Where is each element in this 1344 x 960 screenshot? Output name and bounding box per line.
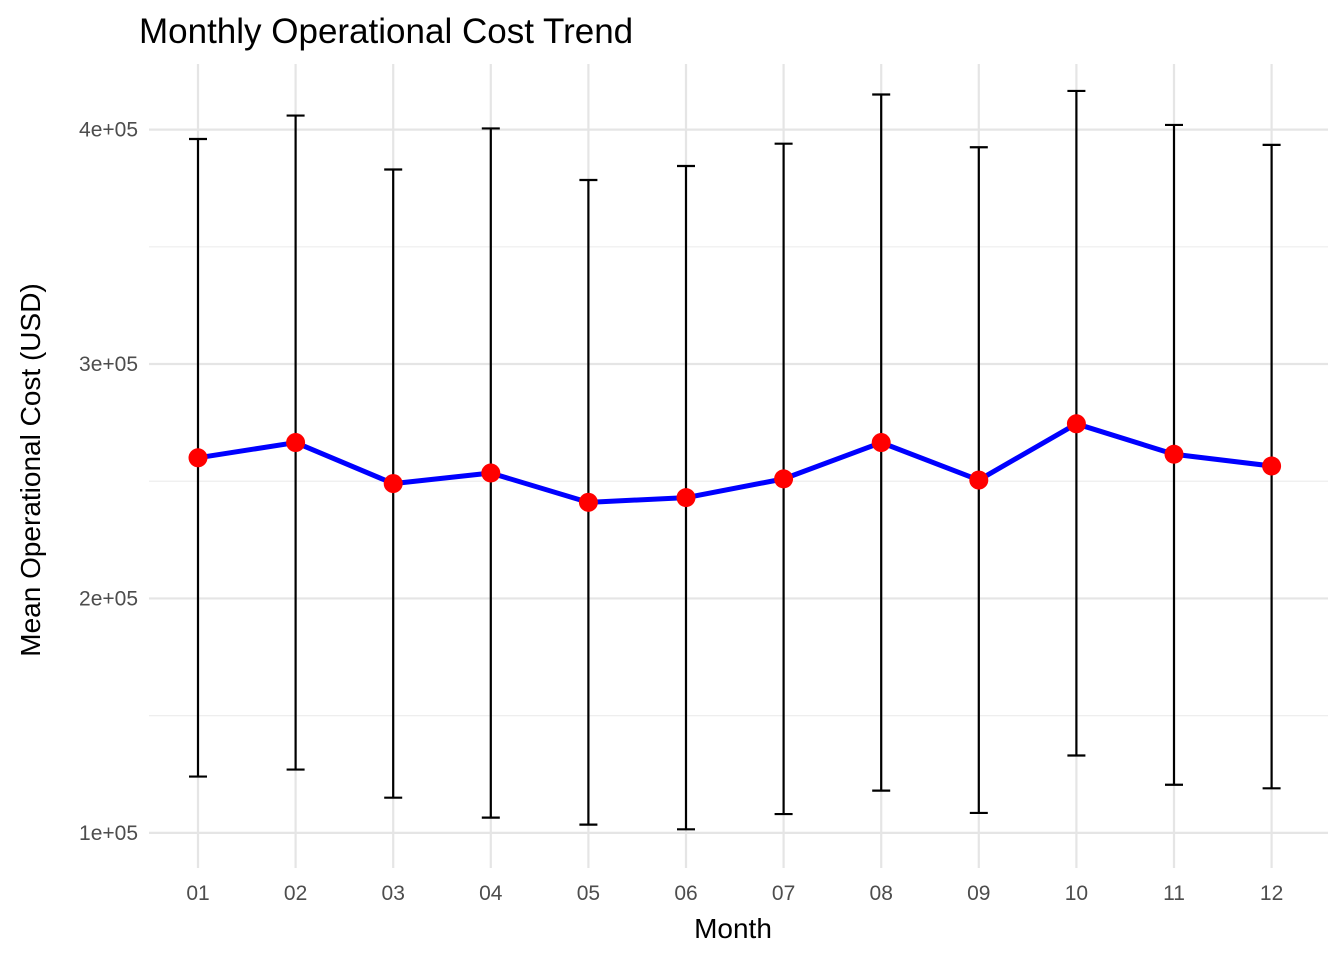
y-tick-label: 3e+05 bbox=[79, 353, 138, 376]
series-line bbox=[197, 421, 1272, 505]
x-axis-title: Month bbox=[694, 913, 772, 944]
grid bbox=[149, 64, 1328, 868]
x-tick-label: 08 bbox=[870, 882, 893, 905]
x-tick-label: 03 bbox=[382, 882, 405, 905]
series-line-path bbox=[197, 421, 1272, 505]
data-point bbox=[383, 474, 403, 494]
y-tick-label: 1e+05 bbox=[79, 822, 138, 845]
x-tick-label: 06 bbox=[674, 882, 697, 905]
y-tick-label: 4e+05 bbox=[79, 119, 138, 142]
chart-title: Monthly Operational Cost Trend bbox=[139, 12, 633, 51]
data-point bbox=[871, 433, 891, 453]
y-axis-title: Mean Operational Cost (USD) bbox=[15, 283, 46, 656]
data-point bbox=[774, 469, 794, 489]
x-tick-labels: 01 02 03 04 05 06 07 08 09 10 11 12 bbox=[186, 882, 1283, 905]
x-tick-label: 10 bbox=[1065, 882, 1088, 905]
x-tick-label: 09 bbox=[967, 882, 990, 905]
x-tick-label: 04 bbox=[479, 882, 503, 905]
x-tick-label: 01 bbox=[186, 882, 209, 905]
data-point bbox=[1066, 414, 1086, 434]
data-point bbox=[578, 492, 598, 512]
data-point bbox=[481, 463, 501, 483]
x-tick-label: 12 bbox=[1260, 882, 1283, 905]
y-tick-labels: 1e+05 2e+05 3e+05 4e+05 bbox=[79, 119, 138, 845]
x-tick-label: 02 bbox=[284, 882, 307, 905]
data-point bbox=[969, 470, 989, 490]
data-point bbox=[1262, 456, 1282, 476]
data-point bbox=[1164, 444, 1184, 464]
x-tick-label: 07 bbox=[772, 882, 795, 905]
x-tick-label: 11 bbox=[1163, 882, 1185, 905]
y-tick-label: 2e+05 bbox=[79, 587, 138, 610]
data-point bbox=[676, 488, 696, 508]
data-points bbox=[188, 414, 1282, 512]
data-point bbox=[188, 448, 208, 468]
data-point bbox=[286, 433, 306, 453]
x-tick-label: 05 bbox=[577, 882, 600, 905]
error-bars bbox=[189, 89, 1281, 831]
